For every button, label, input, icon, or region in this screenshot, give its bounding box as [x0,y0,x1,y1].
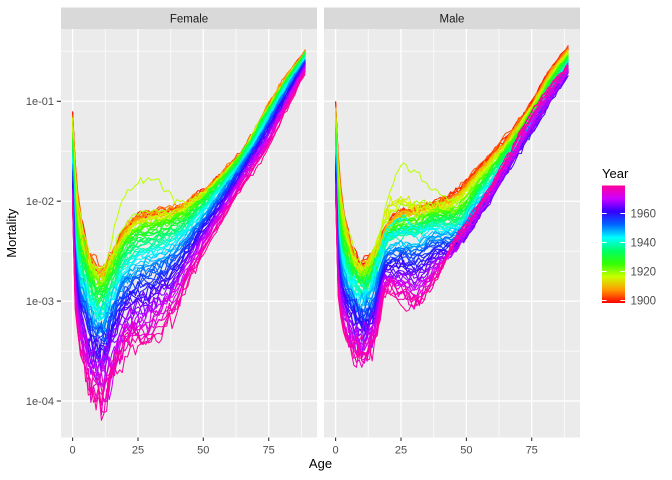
svg-text:0: 0 [70,444,76,456]
svg-text:1e-03: 1e-03 [26,296,54,308]
svg-text:25: 25 [395,444,407,456]
svg-text:1960: 1960 [631,209,657,221]
svg-text:Female: Female [170,14,208,26]
svg-text:1940: 1940 [631,238,657,250]
svg-text:Age: Age [309,456,332,471]
svg-text:1e-01: 1e-01 [26,96,54,108]
svg-text:Year: Year [602,166,629,181]
svg-text:0: 0 [333,444,339,456]
svg-text:75: 75 [526,444,538,456]
svg-text:25: 25 [132,444,144,456]
svg-text:1e-04: 1e-04 [26,396,54,408]
svg-text:50: 50 [460,444,472,456]
svg-text:Male: Male [440,14,465,26]
svg-text:75: 75 [263,444,275,456]
svg-text:1920: 1920 [631,267,657,279]
svg-text:Mortality: Mortality [4,208,19,258]
svg-text:1e-02: 1e-02 [26,196,54,208]
svg-text:50: 50 [197,444,209,456]
svg-text:1900: 1900 [631,296,657,308]
